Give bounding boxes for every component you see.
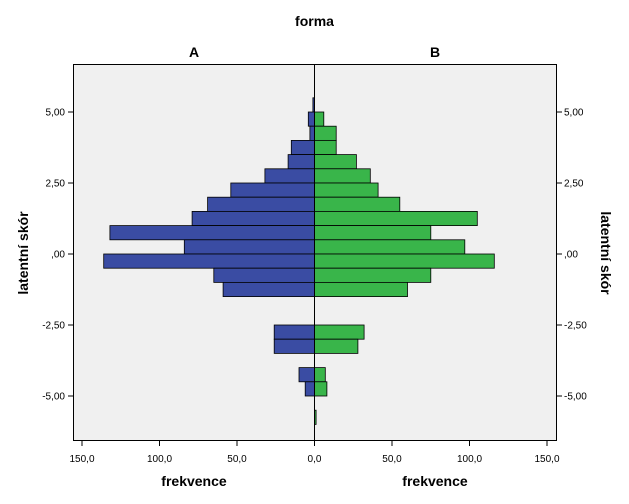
bar-a-19	[298, 367, 315, 383]
x-axis-label-right: frekvence	[402, 473, 468, 489]
x-tick-label: 50,0	[382, 454, 402, 465]
y-axis-label-left: latentní skór	[15, 211, 31, 295]
x-tick-label: 150,0	[69, 454, 94, 465]
bar-a-13	[222, 281, 316, 297]
x-tick-label: 100,0	[147, 454, 172, 465]
bar-b-17	[314, 338, 359, 354]
bar-b-19	[314, 367, 326, 383]
y-tick-label-right: ,00	[564, 250, 578, 261]
bar-a-8	[191, 210, 316, 226]
bar-b-11	[314, 253, 495, 269]
y-axis-left: 5,00 2,50 ,00 -2,50 -5,00	[42, 108, 73, 403]
y-tick-label-left: -5,00	[42, 392, 65, 403]
y-tick-label-right: 2,50	[564, 179, 584, 190]
y-tick-label-left: ,00	[51, 250, 65, 261]
bar-a-17	[273, 338, 315, 354]
bar-b-10	[314, 239, 466, 255]
x-tick-label: 50,0	[227, 454, 247, 465]
bar-b-16	[314, 324, 365, 340]
bar-a-7	[207, 196, 316, 212]
bar-a-20	[304, 381, 315, 397]
bar-a-9	[109, 225, 315, 241]
bar-a-10	[183, 239, 315, 255]
panel-label-a: A	[189, 44, 199, 60]
bar-b-12	[314, 267, 432, 283]
bar-b-6	[314, 182, 379, 198]
bar-b-20	[314, 381, 328, 397]
x-tick-label: 0,0	[308, 454, 322, 465]
chart-title: forma	[295, 13, 334, 29]
bar-b-4	[314, 154, 357, 170]
bar-a-5	[264, 168, 315, 184]
bar-a-3	[290, 139, 315, 155]
bar-a-12	[213, 267, 316, 283]
y-tick-label-right: -5,00	[564, 392, 587, 403]
x-tick-label: 100,0	[457, 454, 482, 465]
bar-b-9	[314, 225, 432, 241]
y-tick-label-right: 5,00	[564, 108, 584, 119]
y-tick-label-left: -2,50	[42, 321, 65, 332]
bar-b-5	[314, 168, 371, 184]
bar-a-4	[287, 154, 315, 170]
y-axis-label-right: latentní skór	[598, 211, 614, 295]
panel-label-b: B	[430, 44, 440, 60]
bar-a-16	[273, 324, 315, 340]
x-axis-label-left: frekvence	[161, 473, 227, 489]
y-tick-label-left: 5,00	[46, 108, 66, 119]
bars-group	[103, 97, 495, 425]
x-tick-label: 150,0	[534, 454, 559, 465]
bar-b-1	[314, 111, 325, 127]
bar-b-3	[314, 139, 337, 155]
y-axis-right: 5,00 2,50 ,00 -2,50 -5,00	[557, 108, 587, 403]
bar-a-1	[307, 111, 315, 127]
x-axis: 150,0 100,0 50,0 0,0 50,0 100,0 150,0	[69, 441, 560, 465]
bar-a-11	[103, 253, 315, 269]
bar-a-2	[309, 125, 315, 141]
bar-b-2	[314, 125, 337, 141]
bar-b-13	[314, 281, 408, 297]
plot-frame	[73, 64, 557, 441]
y-tick-label-right: -2,50	[564, 321, 587, 332]
bar-a-6	[230, 182, 315, 198]
bar-b-8	[314, 210, 478, 226]
y-tick-label-left: 2,50	[46, 179, 66, 190]
bar-b-7	[314, 196, 401, 212]
